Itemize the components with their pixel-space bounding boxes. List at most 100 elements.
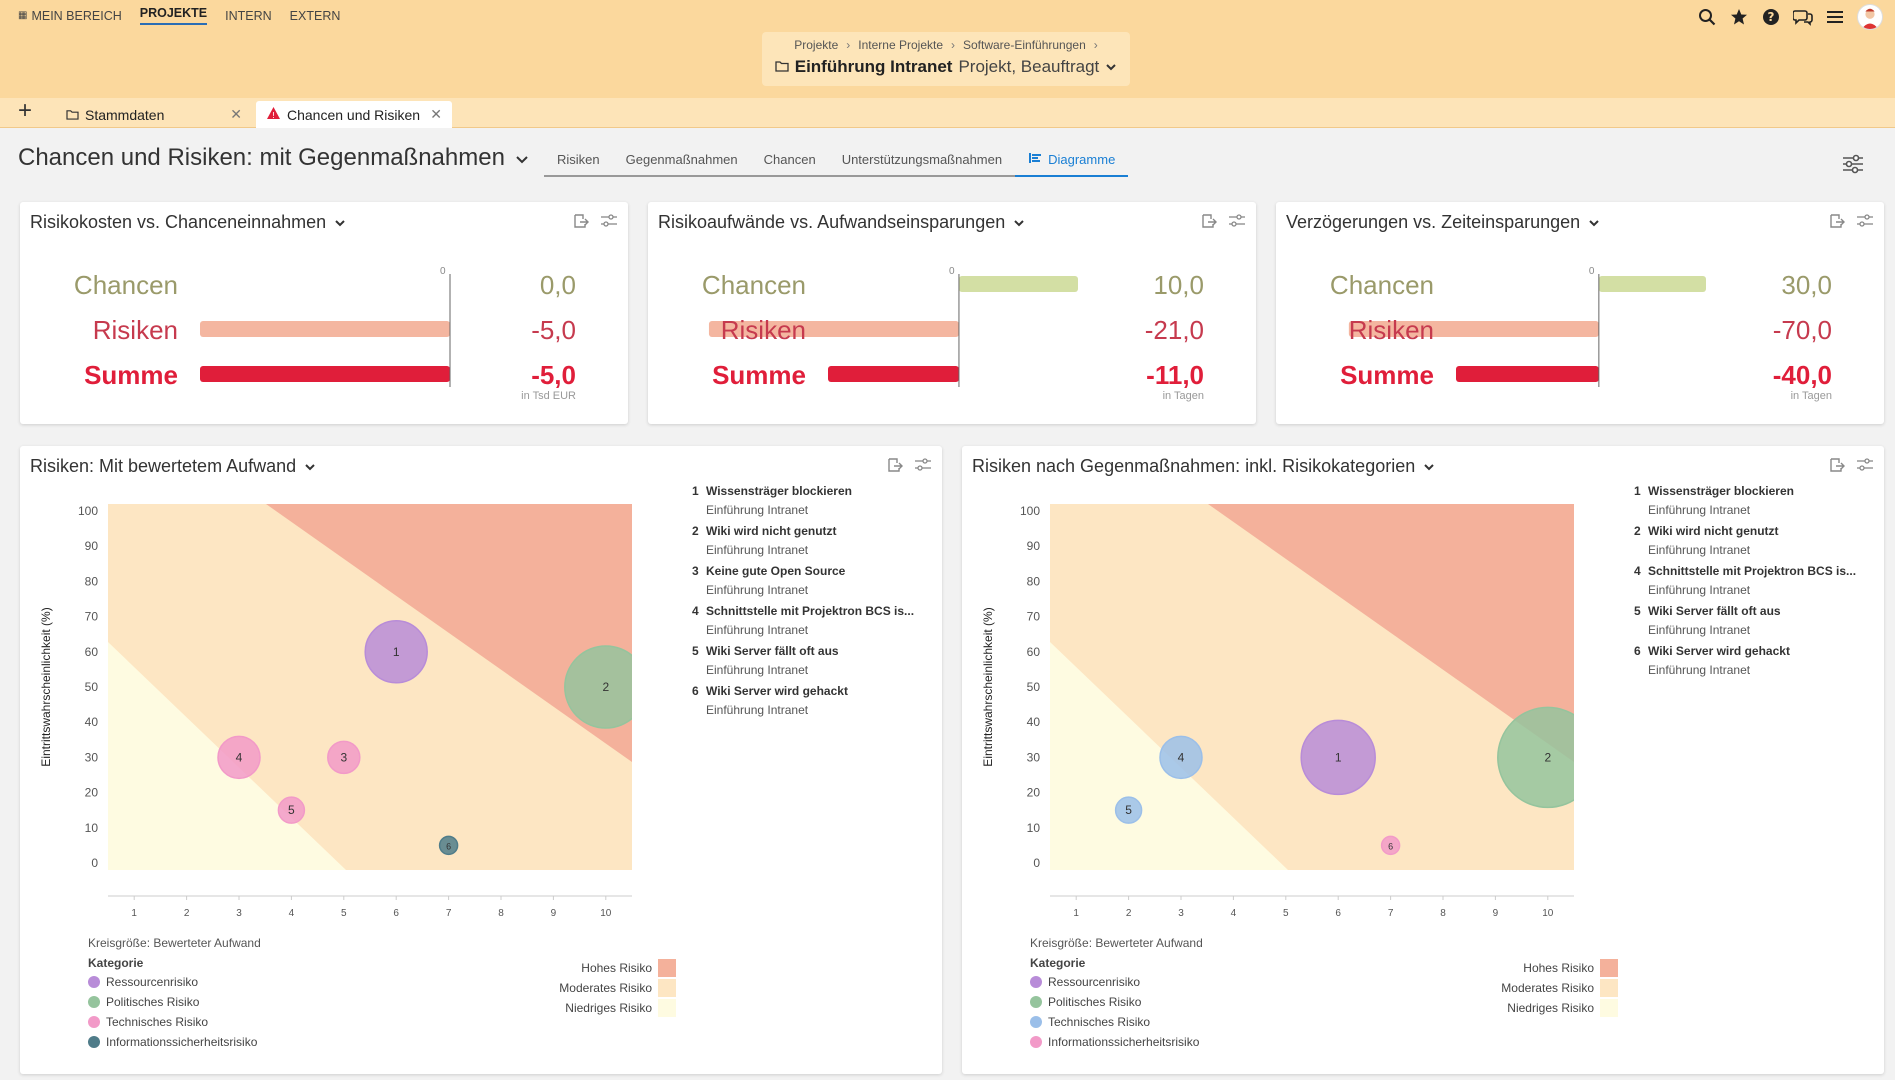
subtab-risiken[interactable]: Risiken <box>544 148 613 177</box>
export-icon[interactable] <box>886 456 904 474</box>
page-title[interactable]: Chancen und Risiken: mit Gegenmaßnahmen <box>18 144 529 172</box>
zone-swatch <box>658 999 676 1017</box>
list-item[interactable]: 2 Wiki wird nicht genutzt Einführung Intra… <box>1634 524 1856 564</box>
card-title-text: Risiken: Mit bewertetem Aufwand <box>30 456 297 476</box>
zone-swatch <box>658 979 676 997</box>
risk-project: Einführung Intranet <box>1648 623 1751 637</box>
export-icon[interactable] <box>572 212 590 230</box>
subtab-unterstuetzung[interactable]: Unterstützungsmaßnahmen <box>828 148 1016 177</box>
list-item[interactable]: 1 Wissensträger blockieren Einführung Intr… <box>692 484 914 524</box>
risk-title: Keine gute Open Source <box>706 564 846 578</box>
settings-sliders-icon[interactable] <box>1856 212 1874 230</box>
settings-sliders-icon[interactable] <box>914 456 932 474</box>
chevron-down-icon[interactable] <box>1588 212 1600 233</box>
row-value: 10,0 <box>1153 270 1204 300</box>
star-icon[interactable] <box>1729 7 1749 27</box>
close-icon[interactable]: ✕ <box>430 106 442 122</box>
summary-bar-summe <box>828 366 959 382</box>
nav-intern[interactable]: INTERN <box>225 6 272 25</box>
summary-bars <box>1348 274 1706 387</box>
settings-sliders-icon[interactable] <box>1856 456 1874 474</box>
tab-chancen-risiken[interactable]: ! Chancen und Risiken ✕ <box>256 101 452 128</box>
category-legend: Kreisgröße: Bewerteter Aufwand Kategorie R… <box>88 936 261 1052</box>
risk-legend-list: 1 Wissensträger blockieren Einführung Intr… <box>1634 484 1856 684</box>
risk-number: 2 <box>692 524 699 538</box>
list-item[interactable]: 4 Schnittstelle mit Projektron BCS is... E… <box>1634 564 1856 604</box>
nav-extern[interactable]: EXTERN <box>290 6 341 25</box>
bubble-point[interactable] <box>564 645 647 729</box>
x-tick-label: 10 <box>600 908 612 919</box>
y-tick-label: 80 <box>85 574 99 588</box>
bubble-point[interactable] <box>327 740 361 775</box>
risk-name: 5 Wiki Server fällt oft aus <box>692 644 914 658</box>
x-tick-label: 6 <box>393 908 399 919</box>
row-label: Risiken <box>1348 315 1434 345</box>
list-item[interactable]: 5 Wiki Server fällt oft aus Einführung Int… <box>692 644 914 684</box>
subtab-gegenmassnahmen[interactable]: Gegenmaßnahmen <box>612 148 751 177</box>
nav-mein-bereich[interactable]: ▦ MEIN BEREICH <box>18 6 122 25</box>
list-item[interactable]: 6 Wiki Server wird gehackt Einführung Intr… <box>692 684 914 724</box>
breadcrumb-item[interactable]: Software-Einführungen <box>963 38 1086 52</box>
tab-strip: + Stammdaten ✕ ! Chancen und Risiken ✕ <box>0 98 1895 128</box>
close-icon[interactable]: ✕ <box>230 106 242 122</box>
chevron-down-icon[interactable] <box>304 456 316 477</box>
bubble-point[interactable] <box>277 796 306 824</box>
chevron-down-icon[interactable] <box>1423 456 1435 477</box>
search-icon[interactable] <box>1697 7 1717 27</box>
add-tab-button[interactable]: + <box>18 97 33 124</box>
card-title[interactable]: Risiken nach Gegenmaßnahmen: inkl. Risik… <box>972 456 1435 477</box>
menu-icon[interactable] <box>1825 7 1845 27</box>
list-item[interactable]: 5 Wiki Server fällt oft aus Einführung Int… <box>1634 604 1856 644</box>
list-item[interactable]: 4 Schnittstelle mit Projektron BCS is... E… <box>692 604 914 644</box>
bubble-point[interactable] <box>1300 719 1376 796</box>
settings-sliders-icon[interactable] <box>1228 212 1246 230</box>
risk-project: Einführung Intranet <box>706 543 809 557</box>
nav-projekte[interactable]: PROJEKTE <box>139 6 208 25</box>
zone-label: Moderates Risiko <box>559 981 652 995</box>
list-item[interactable]: 3 Keine gute Open Source Einführung Intran… <box>692 564 914 604</box>
subtab-chancen[interactable]: Chancen <box>750 148 829 177</box>
chevron-down-icon[interactable] <box>1013 212 1025 233</box>
summary-bar-summe <box>200 366 450 382</box>
bubble-label: 4 <box>1178 750 1185 764</box>
avatar[interactable] <box>1857 4 1883 30</box>
breadcrumb-item[interactable]: Projekte <box>794 38 839 52</box>
chevron-down-icon[interactable] <box>334 212 346 233</box>
view-settings-icon[interactable] <box>1841 152 1865 176</box>
risk-title: Wiki Server wird gehackt <box>706 684 848 698</box>
export-icon[interactable] <box>1200 212 1218 230</box>
list-item[interactable]: 1 Wissensträger blockieren Einführung Intr… <box>1634 484 1856 524</box>
bubble-point[interactable] <box>1497 706 1598 809</box>
breadcrumb-item[interactable]: Interne Projekte <box>858 38 943 52</box>
card-title[interactable]: Risiken: Mit bewertetem Aufwand <box>30 456 316 477</box>
chat-icon[interactable] <box>1793 7 1813 27</box>
category-dot <box>88 976 100 988</box>
card-title[interactable]: Verzögerungen vs. Zeiteinsparungen <box>1286 212 1600 233</box>
zone-high <box>266 504 632 762</box>
export-icon[interactable] <box>1828 212 1846 230</box>
bubble-point[interactable] <box>217 735 261 780</box>
chevron-down-icon <box>515 144 529 172</box>
project-title[interactable]: Einführung Intranet Projekt, Beauftragt <box>762 57 1130 77</box>
list-item[interactable]: 2 Wiki wird nicht genutzt Einführung Intra… <box>692 524 914 564</box>
card-title-text: Risikoaufwände vs. Aufwandseinsparungen <box>658 212 1006 232</box>
settings-sliders-icon[interactable] <box>600 212 618 230</box>
bubble-point[interactable] <box>1380 835 1401 856</box>
card-title[interactable]: Risikokosten vs. Chanceneinnahmen <box>30 212 346 233</box>
card-title[interactable]: Risikoaufwände vs. Aufwandseinsparungen <box>658 212 1025 233</box>
subtab-label: Unterstützungsmaßnahmen <box>841 152 1003 167</box>
bubble-point[interactable] <box>364 620 428 684</box>
help-icon[interactable]: ? <box>1761 7 1781 27</box>
bubble-label: 6 <box>1388 841 1393 851</box>
bubble-point[interactable] <box>1114 796 1143 824</box>
list-item[interactable]: 6 Wiki Server wird gehackt Einführung Intr… <box>1634 644 1856 684</box>
tab-stammdaten[interactable]: Stammdaten ✕ <box>56 101 252 128</box>
zone-item: Niedriges Risiko <box>460 998 676 1018</box>
bubble-point[interactable] <box>438 835 459 856</box>
y-tick-label: 40 <box>85 715 99 729</box>
unit-label: in Tsd EUR <box>521 390 576 402</box>
subtab-diagramme[interactable]: Diagramme <box>1015 148 1129 177</box>
export-icon[interactable] <box>1828 456 1846 474</box>
bubble-point[interactable] <box>1159 735 1203 780</box>
subtab-label: Chancen <box>763 152 816 167</box>
